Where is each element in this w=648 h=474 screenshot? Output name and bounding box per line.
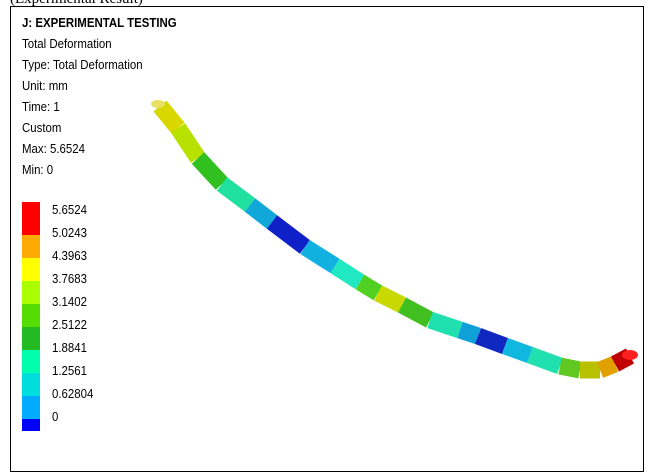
info-line: Total Deformation	[22, 36, 112, 51]
legend-swatch	[22, 202, 40, 235]
legend-label: 2.5122	[52, 317, 87, 332]
legend-label: 5.6524	[52, 202, 87, 217]
caption: (Experimental Result)	[10, 0, 143, 8]
result-info: J: EXPERIMENTAL TESTING Total Deformation…	[22, 12, 177, 180]
info-line: Custom	[22, 120, 62, 135]
legend-swatch	[22, 258, 40, 281]
result-title: J: EXPERIMENTAL TESTING	[22, 15, 177, 30]
info-line: Type: Total Deformation	[22, 57, 143, 72]
legend-swatch	[22, 304, 40, 327]
legend-swatch	[22, 419, 40, 431]
legend-label: 0	[52, 409, 59, 424]
info-line: Max: 5.6524	[22, 141, 85, 156]
info-line: Min: 0	[22, 162, 54, 177]
legend-swatch	[22, 327, 40, 350]
legend-label: 3.1402	[52, 294, 87, 309]
legend-label: 1.2561	[52, 363, 87, 378]
legend-swatch	[22, 396, 40, 419]
legend-swatch	[22, 235, 40, 258]
legend-label: 3.7683	[52, 271, 87, 286]
info-line: Unit: mm	[22, 78, 68, 93]
legend-label: 1.8841	[52, 340, 87, 355]
viewport	[10, 6, 644, 472]
pipe-end	[622, 350, 638, 360]
legend-label: 4.3963	[52, 248, 87, 263]
legend-swatch	[22, 350, 40, 373]
legend-swatch	[22, 373, 40, 396]
info-line: Time: 1	[22, 99, 60, 114]
pipe-end	[151, 100, 165, 108]
legend-label: 0.62804	[52, 386, 94, 401]
legend-swatch	[22, 281, 40, 304]
legend-label: 5.0243	[52, 225, 87, 240]
pipe	[153, 100, 634, 379]
